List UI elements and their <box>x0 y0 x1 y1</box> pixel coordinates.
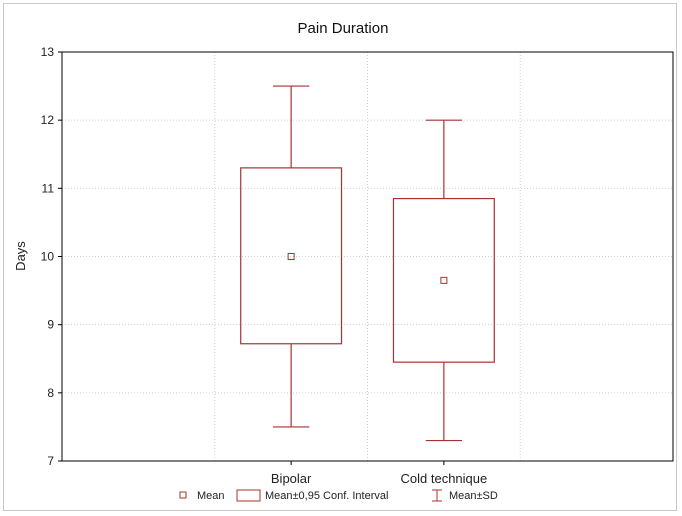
y-tick-label: 12 <box>41 113 55 127</box>
x-axis: Bipolar Cold technique <box>271 461 487 486</box>
ci-box <box>392 197 495 363</box>
ci-box <box>240 167 343 345</box>
chart-title: Pain Duration <box>298 20 389 37</box>
plot-marks <box>240 85 495 442</box>
x-category-label: Cold technique <box>401 471 488 486</box>
series-cold-technique <box>392 119 495 442</box>
y-tick-label: 7 <box>47 454 54 468</box>
grid-lines <box>62 52 673 461</box>
y-tick-label: 8 <box>47 386 54 400</box>
y-axis-title: Days <box>13 241 28 271</box>
legend-mean-label: Mean <box>197 490 225 502</box>
y-tick-label: 10 <box>41 250 55 264</box>
legend-sd-whisker <box>432 489 442 502</box>
y-axis: 7 8 9 10 11 12 13 <box>41 45 62 468</box>
x-category-label: Bipolar <box>271 471 312 486</box>
legend-ci-label: Mean±0,95 Conf. Interval <box>265 490 388 502</box>
legend-sd-label: Mean±SD <box>449 490 498 502</box>
mean-marker <box>440 276 448 284</box>
y-tick-label: 13 <box>41 45 55 59</box>
legend-mean-marker <box>179 491 187 499</box>
legend-ci-box <box>236 489 261 502</box>
y-tick-label: 11 <box>42 181 55 195</box>
y-tick-label: 9 <box>47 318 54 332</box>
legend: Mean Mean±0,95 Conf. Interval Mean±SD <box>179 489 498 502</box>
mean-marker <box>287 253 295 260</box>
series-bipolar <box>240 85 343 428</box>
chart-frame <box>3 3 677 511</box>
